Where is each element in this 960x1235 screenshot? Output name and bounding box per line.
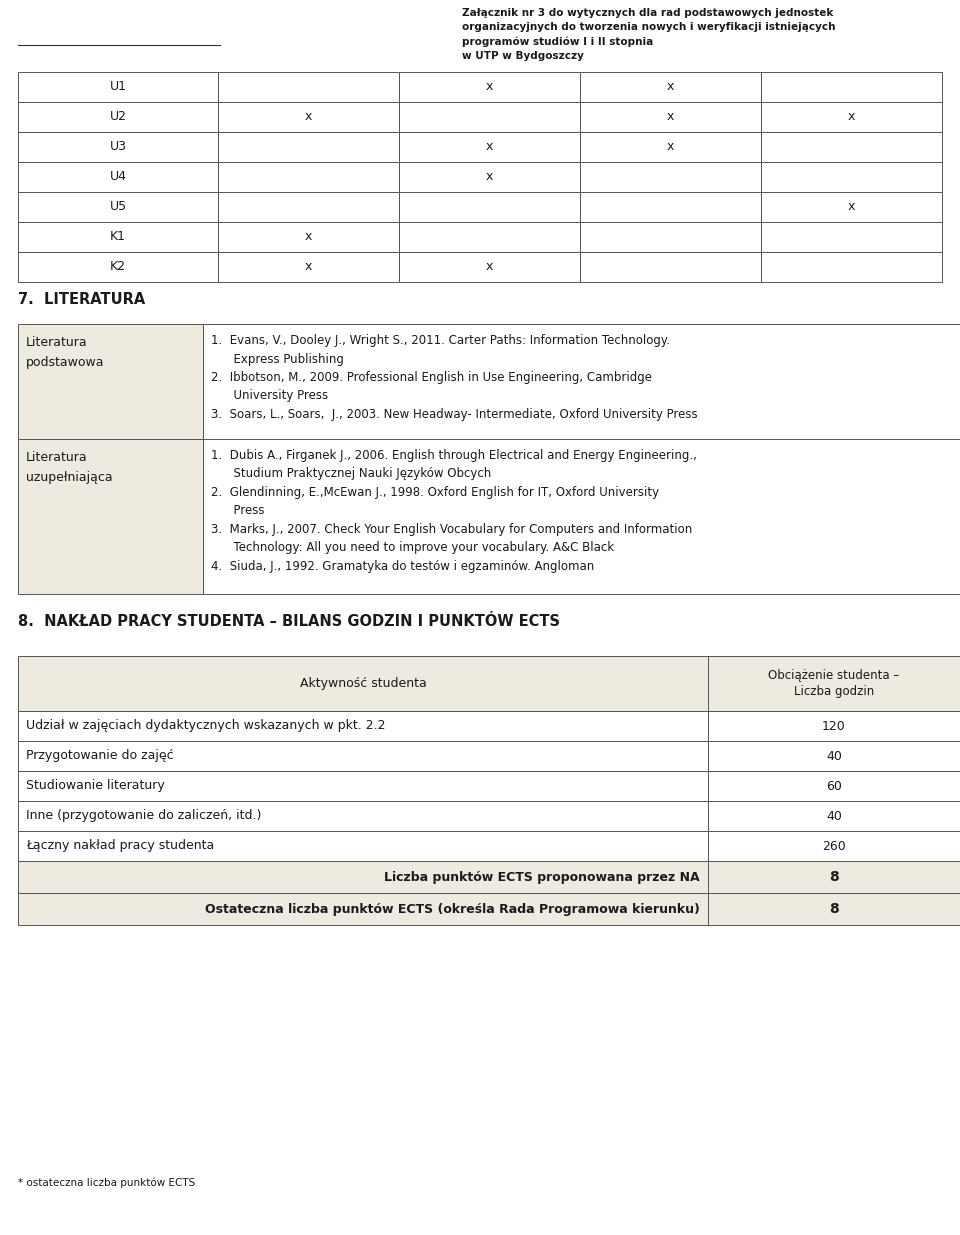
Bar [708, 802, 960, 831]
Bar [18, 771, 708, 802]
Bar [708, 893, 960, 925]
Text: 1.  Evans, V., Dooley J., Wright S., 2011. Carter Paths: Information Technology.: 1. Evans, V., Dooley J., Wright S., 2011… [211, 333, 698, 421]
Bar [18, 831, 708, 861]
Bar [761, 72, 942, 103]
Text: x: x [667, 80, 674, 94]
Text: 7.  LITERATURA: 7. LITERATURA [18, 291, 145, 308]
Text: U2: U2 [109, 110, 127, 124]
Bar [708, 861, 960, 893]
Bar [580, 162, 761, 191]
Bar [18, 893, 708, 925]
Bar [218, 132, 399, 162]
Bar [761, 103, 942, 132]
Text: Literatura
uzupełniająca: Literatura uzupełniająca [26, 451, 112, 484]
Text: x: x [305, 261, 312, 273]
Bar [708, 711, 960, 741]
Bar [580, 191, 761, 222]
Bar [18, 324, 203, 438]
Text: x: x [486, 261, 493, 273]
Text: Ostateczna liczba punktów ECTS (określa Rada Programowa kierunku): Ostateczna liczba punktów ECTS (określa … [205, 903, 700, 915]
Bar [399, 103, 580, 132]
Text: x: x [305, 231, 312, 243]
Bar [18, 191, 218, 222]
Bar [18, 162, 218, 191]
Text: U4: U4 [109, 170, 127, 184]
Text: 8: 8 [829, 902, 839, 916]
Text: 8.  NAKŁAD PRACY STUDENTA – BILANS GODZIN I PUNKTÓW ECTS: 8. NAKŁAD PRACY STUDENTA – BILANS GODZIN… [18, 614, 560, 629]
Bar [399, 191, 580, 222]
Bar [708, 771, 960, 802]
Bar [18, 222, 218, 252]
Bar [18, 132, 218, 162]
Bar [761, 222, 942, 252]
Text: Obciążenie studenta –
Liczba godzin: Obciążenie studenta – Liczba godzin [768, 668, 900, 699]
Text: K2: K2 [110, 261, 126, 273]
Text: Liczba punktów ECTS proponowana przez NA: Liczba punktów ECTS proponowana przez NA [384, 871, 700, 883]
Bar [18, 103, 218, 132]
Bar [18, 741, 708, 771]
Text: x: x [667, 141, 674, 153]
Text: 40: 40 [826, 809, 842, 823]
Text: x: x [667, 110, 674, 124]
Text: U3: U3 [109, 141, 127, 153]
Bar [761, 132, 942, 162]
Text: 120: 120 [822, 720, 846, 732]
Bar [18, 802, 708, 831]
Bar [203, 438, 960, 594]
Text: Literatura
podstawowa: Literatura podstawowa [26, 336, 105, 369]
Text: Udział w zajęciach dydaktycznych wskazanych w pkt. 2.2: Udział w zajęciach dydaktycznych wskazan… [26, 720, 386, 732]
Text: 1.  Dubis A., Firganek J., 2006. English through Electrical and Energy Engineeri: 1. Dubis A., Firganek J., 2006. English … [211, 450, 697, 573]
Bar [218, 191, 399, 222]
Bar [18, 72, 218, 103]
Bar [580, 72, 761, 103]
Bar [399, 132, 580, 162]
Bar [580, 132, 761, 162]
Text: Aktywność studenta: Aktywność studenta [300, 677, 426, 690]
Text: 8: 8 [829, 869, 839, 884]
Bar [18, 252, 218, 282]
Bar [708, 741, 960, 771]
Bar [580, 103, 761, 132]
Text: x: x [848, 200, 855, 214]
Bar [399, 162, 580, 191]
Bar [203, 324, 960, 438]
Text: 60: 60 [826, 779, 842, 793]
Bar [18, 656, 708, 711]
Bar [399, 252, 580, 282]
Text: Inne (przygotowanie do zaliczeń, itd.): Inne (przygotowanie do zaliczeń, itd.) [26, 809, 261, 823]
Text: x: x [848, 110, 855, 124]
Text: * ostateczna liczba punktów ECTS: * ostateczna liczba punktów ECTS [18, 1178, 195, 1188]
Bar [18, 711, 708, 741]
Bar [580, 252, 761, 282]
Bar [218, 222, 399, 252]
Text: 260: 260 [822, 840, 846, 852]
Bar [218, 72, 399, 103]
Text: U1: U1 [109, 80, 127, 94]
Bar [218, 162, 399, 191]
Text: K1: K1 [110, 231, 126, 243]
Bar [218, 252, 399, 282]
Text: 40: 40 [826, 750, 842, 762]
Text: Załącznik nr 3 do wytycznych dla rad podstawowych jednostek
organizacyjnych do t: Załącznik nr 3 do wytycznych dla rad pod… [462, 7, 835, 61]
Bar [708, 831, 960, 861]
Text: x: x [486, 80, 493, 94]
Bar [18, 861, 708, 893]
Bar [399, 222, 580, 252]
Bar [399, 72, 580, 103]
Bar [18, 438, 203, 594]
Bar [761, 191, 942, 222]
Text: x: x [486, 141, 493, 153]
Bar [708, 656, 960, 711]
Text: Przygotowanie do zajęć: Przygotowanie do zajęć [26, 750, 174, 762]
Bar [218, 103, 399, 132]
Text: U5: U5 [109, 200, 127, 214]
Text: x: x [486, 170, 493, 184]
Text: x: x [305, 110, 312, 124]
Text: Łączny nakład pracy studenta: Łączny nakład pracy studenta [26, 840, 214, 852]
Bar [761, 252, 942, 282]
Bar [580, 222, 761, 252]
Text: Studiowanie literatury: Studiowanie literatury [26, 779, 165, 793]
Bar [761, 162, 942, 191]
